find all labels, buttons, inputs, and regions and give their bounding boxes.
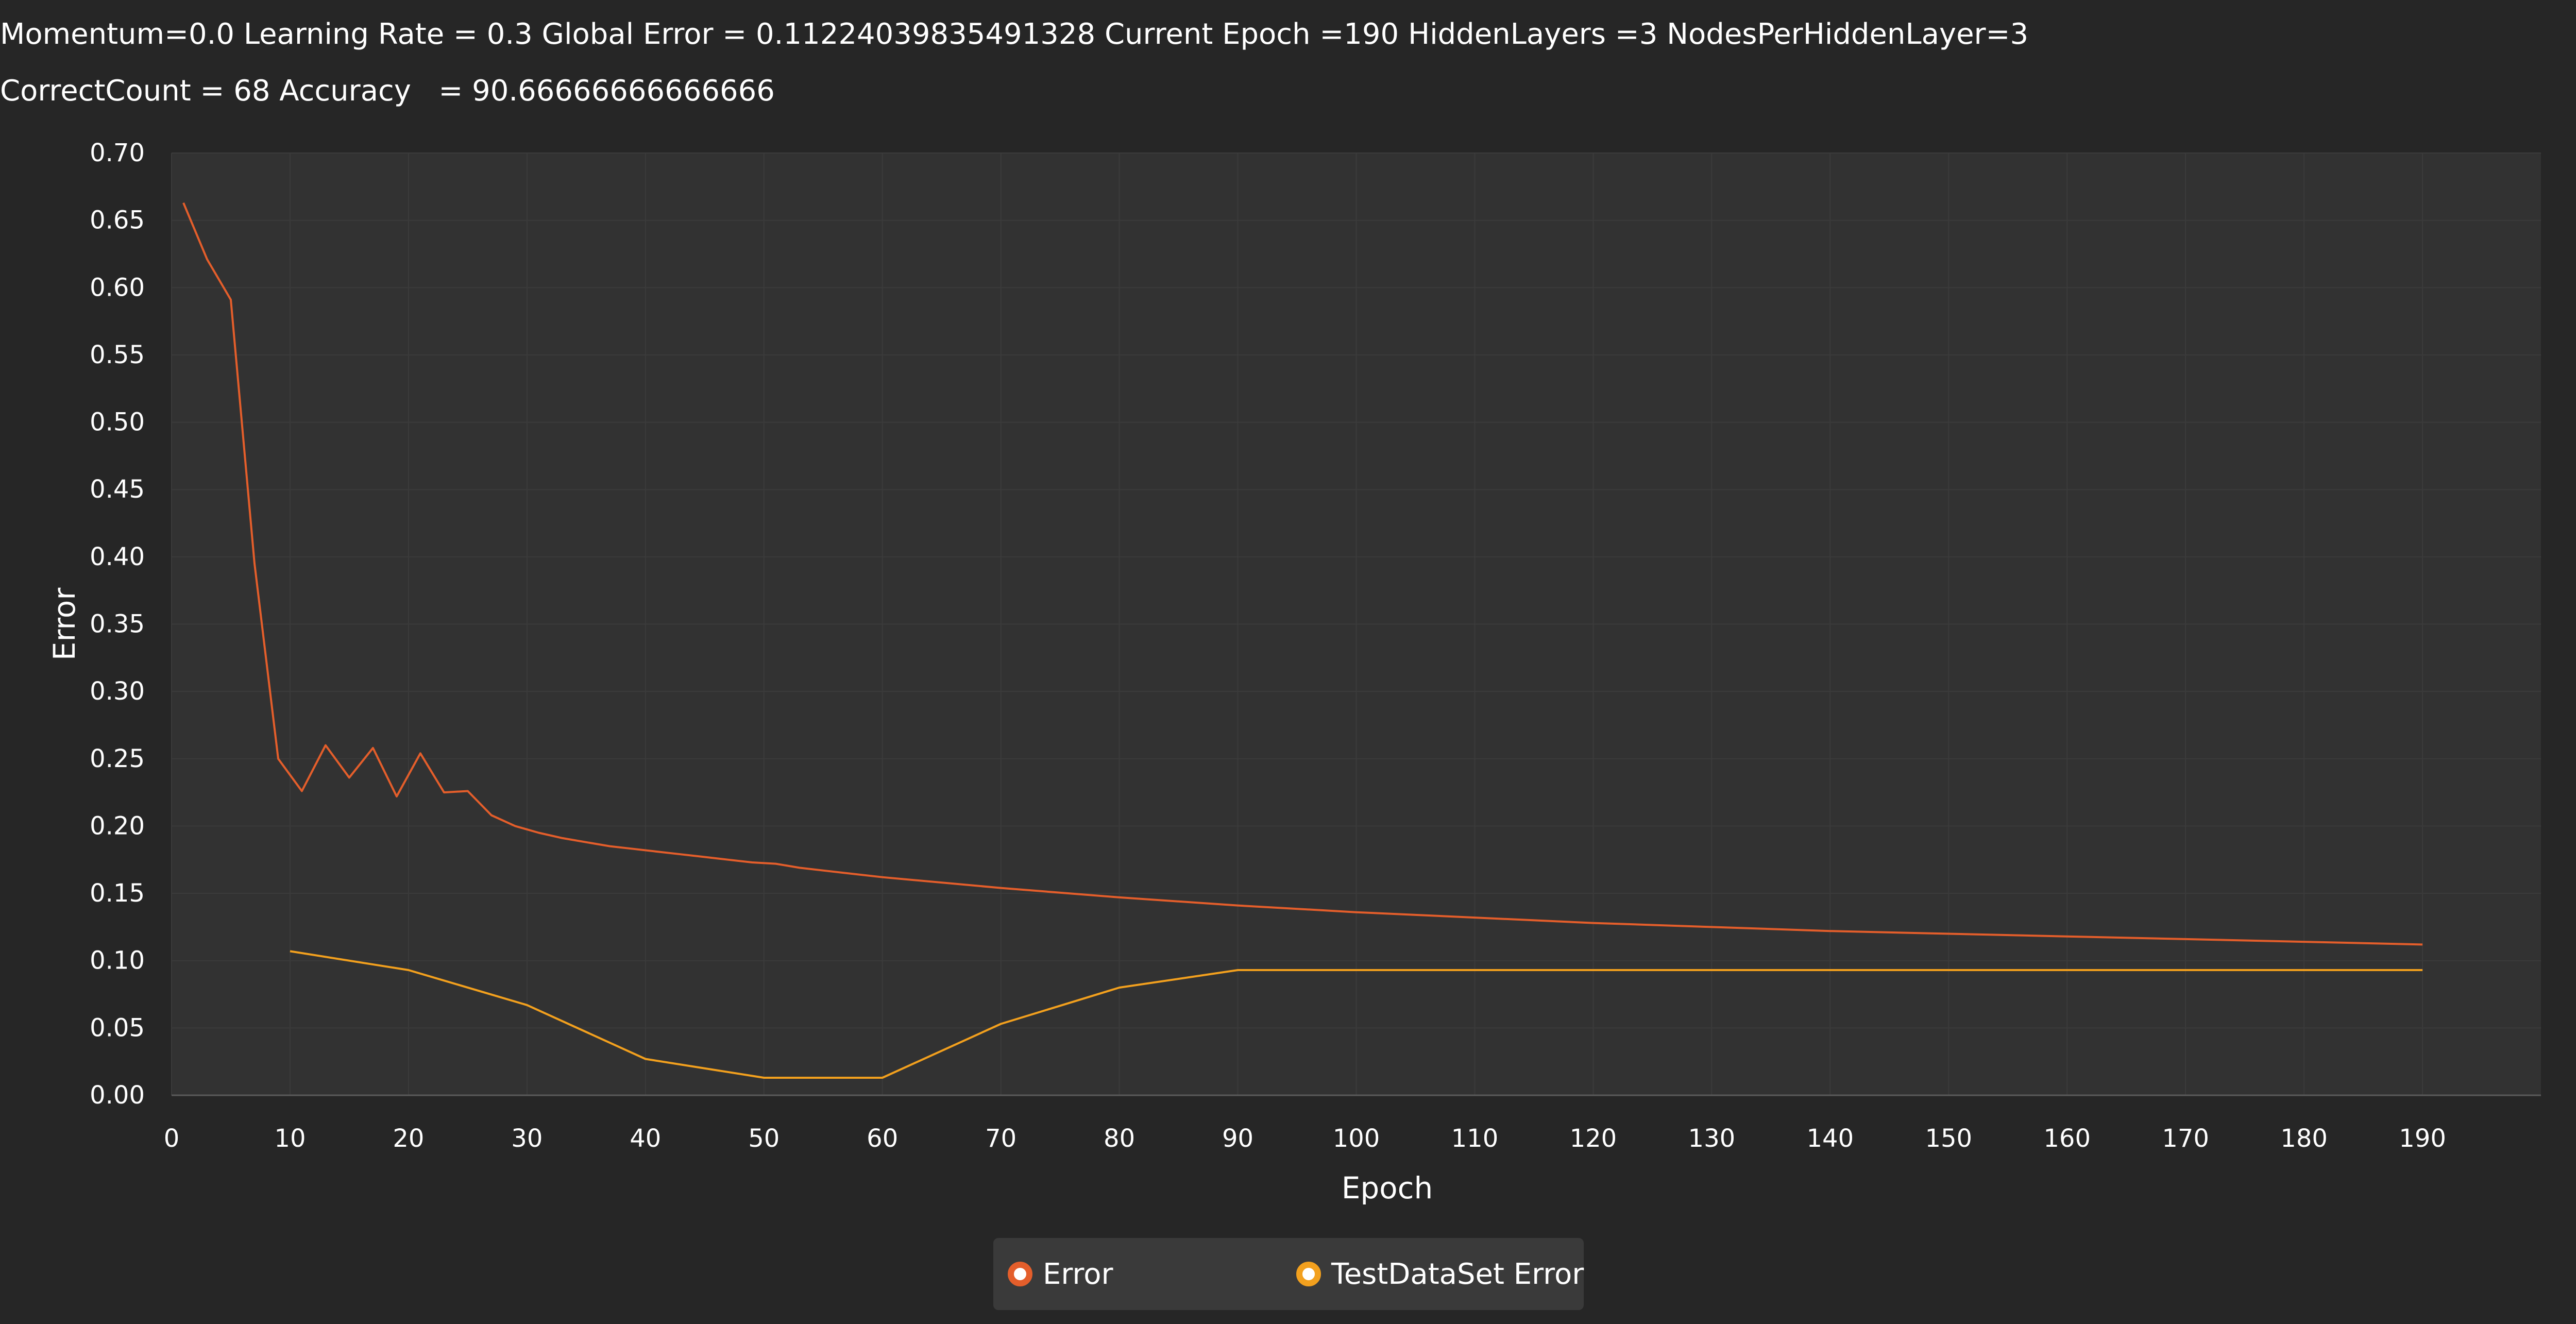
x-tick-label: 160 [2043,1124,2091,1153]
legend-marker-icon [1008,1262,1032,1286]
legend: Error TestDataSet Error [993,1238,1584,1310]
status-line-parameters: Momentum=0.0 Learning Rate = 0.3 Global … [0,18,2029,51]
series-line-error [182,202,2423,946]
x-tick-label: 20 [393,1124,424,1153]
x-tick-label: 70 [985,1124,1016,1153]
x-tick-label: 10 [274,1124,306,1153]
status-line-accuracy: CorrectCount = 68 Accuracy = 90.66666666… [0,74,775,108]
y-tick-label: 0.25 [90,744,145,773]
y-tick-label: 0.00 [90,1081,145,1110]
x-tick-label: 150 [1925,1124,1972,1153]
x-tick-label: 180 [2280,1124,2328,1153]
y-tick-label: 0.55 [90,341,145,369]
y-tick-label: 0.05 [90,1013,145,1042]
y-tick-label: 0.50 [90,408,145,437]
axis-labels: 0 10 20 30 40 50 60 70 80 90 100 110 120 130 140 150 160… [47,139,2446,1206]
legend-label: Error [1043,1257,1113,1291]
y-tick-label: 0.40 [90,542,145,571]
y-tick-label: 0.60 [90,273,145,302]
y-tick-label: 0.45 [90,475,145,504]
x-tick-label: 80 [1104,1124,1135,1153]
grid [171,152,2541,1096]
x-tick-label: 50 [748,1124,779,1153]
y-tick-label: 0.15 [90,879,145,908]
y-tick-label: 0.70 [90,139,145,167]
x-tick-label: 140 [1806,1124,1854,1153]
x-tick-label: 130 [1688,1124,1736,1153]
x-tick-label: 40 [630,1124,661,1153]
x-tick-label: 0 [164,1124,180,1153]
y-tick-label: 0.10 [90,946,145,975]
legend-item-error[interactable]: Error [1008,1238,1113,1310]
y-tick-label: 0.30 [90,677,145,706]
x-tick-label: 120 [1570,1124,1617,1153]
x-tick-label: 110 [1451,1124,1499,1153]
y-tick-label: 0.20 [90,811,145,840]
x-axis-title: Epoch [1342,1170,1433,1206]
x-tick-label: 60 [867,1124,898,1153]
legend-item-test-error[interactable]: TestDataSet Error [1296,1238,1584,1310]
series [182,202,2423,1079]
y-tick-label: 0.65 [90,206,145,235]
x-tick-label: 170 [2162,1124,2209,1153]
legend-marker-icon [1296,1262,1321,1286]
legend-label: TestDataSet Error [1331,1257,1584,1291]
series-line-test-error [290,950,2423,1079]
y-tick-label: 0.35 [90,610,145,639]
x-tick-label: 90 [1222,1124,1253,1153]
y-axis-title: Error [47,588,82,661]
x-tick-label: 100 [1333,1124,1380,1153]
x-tick-label: 190 [2399,1124,2446,1153]
x-tick-label: 30 [511,1124,543,1153]
